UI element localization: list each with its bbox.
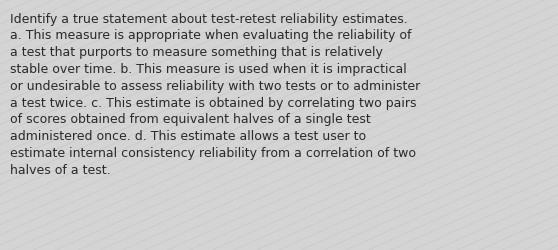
Text: Identify a true statement about test-retest reliability estimates.
a. This measu: Identify a true statement about test-ret…	[10, 12, 420, 176]
